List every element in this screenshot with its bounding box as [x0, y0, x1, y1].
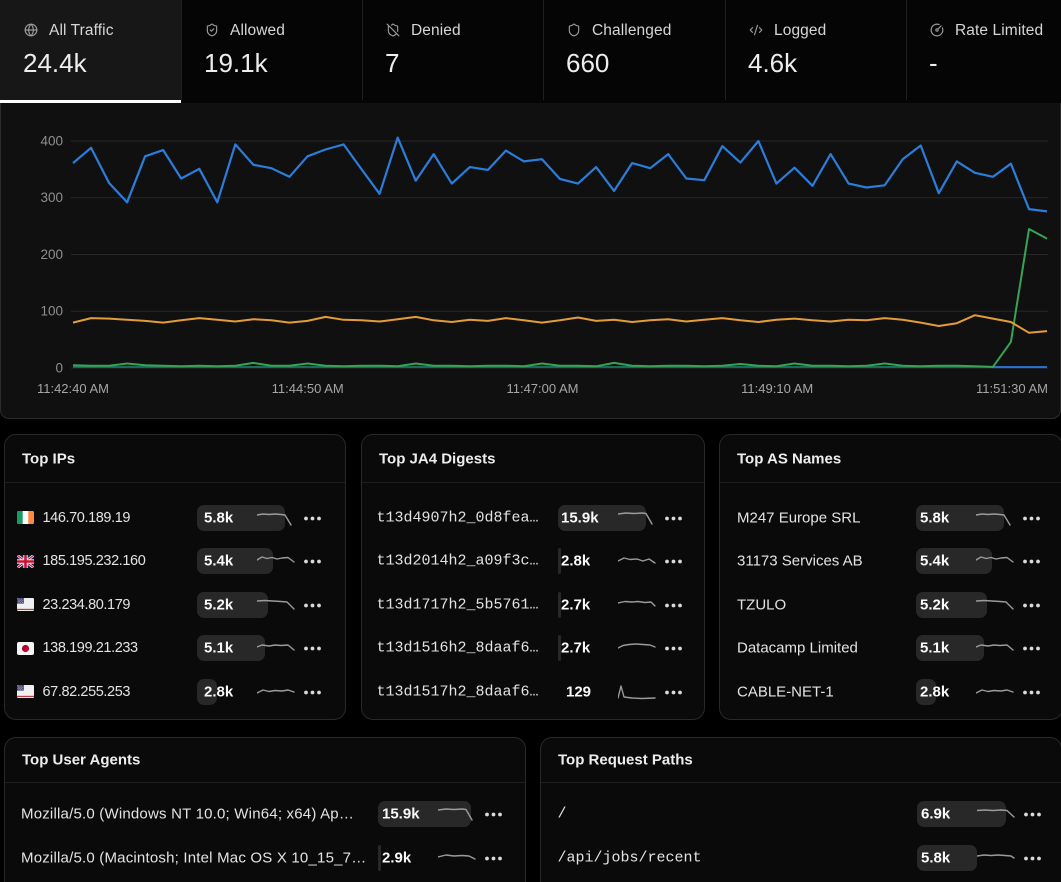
- svg-text:0: 0: [55, 360, 63, 375]
- svg-text:11:47:00 AM: 11:47:00 AM: [506, 381, 578, 396]
- svg-text:11:51:30 AM: 11:51:30 AM: [976, 381, 1048, 396]
- svg-text:400: 400: [40, 133, 63, 148]
- svg-text:300: 300: [40, 190, 63, 205]
- svg-text:11:49:10 AM: 11:49:10 AM: [741, 381, 813, 396]
- svg-text:11:42:40 AM: 11:42:40 AM: [37, 381, 109, 396]
- svg-text:11:44:50 AM: 11:44:50 AM: [272, 381, 344, 396]
- svg-text:200: 200: [40, 247, 63, 262]
- svg-text:100: 100: [40, 304, 63, 319]
